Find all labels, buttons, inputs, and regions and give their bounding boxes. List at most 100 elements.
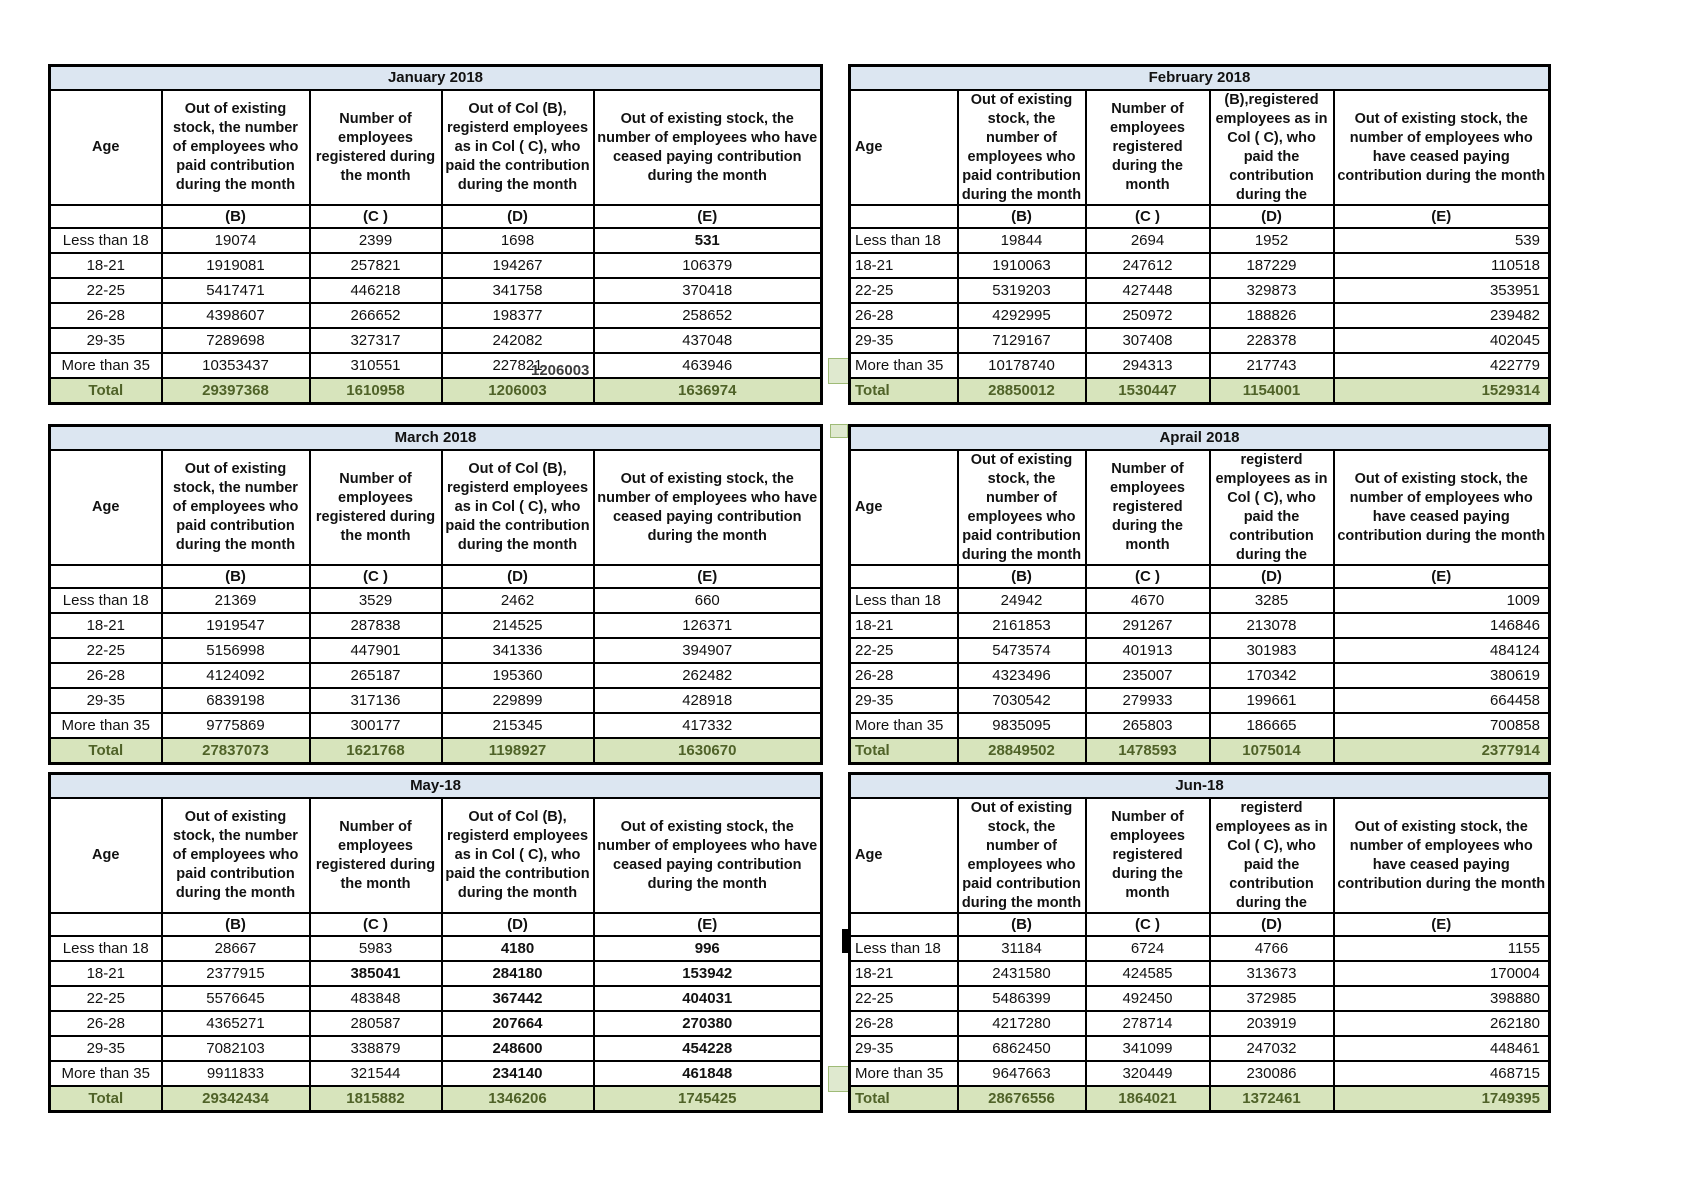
column-letter-d: (D)	[440, 564, 595, 589]
table-title: Jun-18	[848, 772, 1551, 799]
value-cell-b: 5156998	[160, 637, 311, 664]
column-letter-c: (C )	[308, 204, 443, 229]
age-group-cell: Less than 18	[848, 227, 959, 254]
column-header-text: Out of Col (B), registerd employees as i…	[445, 101, 590, 193]
value-cell-c: 327317	[308, 327, 443, 354]
age-group-cell: 22-25	[48, 277, 163, 304]
value-cell-e: 539	[1332, 227, 1551, 254]
table-row: More than 35 10178740 294313 217743 422779	[848, 352, 1551, 379]
column-header-age: Age	[48, 89, 163, 206]
value-cell-c: 235007	[1084, 662, 1211, 689]
age-group-cell: 22-25	[48, 637, 163, 664]
column-header-text: Age	[92, 139, 120, 155]
value-cell-b: 1919547	[160, 612, 311, 639]
column-letter-b: (B)	[160, 912, 311, 937]
column-header-d: Out of Col (B), registerd employees as i…	[440, 449, 595, 566]
column-header-text: Number of employees registered during th…	[315, 110, 436, 184]
value-cell-c: 280587	[308, 1010, 443, 1037]
month-table-march: March 2018 Age Out of existing stock, the …	[48, 424, 823, 765]
value-cell-d: 284180	[440, 960, 595, 987]
value-cell-b: 9647663	[956, 1060, 1087, 1087]
column-header-text: Out of Col (B), registerd employees as i…	[1215, 801, 1328, 910]
data-table: Aprail 2018 Age Out of existing stock, the…	[848, 424, 1551, 765]
age-group-cell: 22-25	[48, 985, 163, 1012]
table-row: 18-21 1910063 247612 187229 110518	[848, 252, 1551, 279]
value-cell-d: 3285	[1208, 587, 1335, 614]
value-cell-b: 19074	[160, 227, 311, 254]
value-cell-c: 265187	[308, 662, 443, 689]
value-cell-c: 5983	[308, 935, 443, 962]
value-cell-e: 262180	[1332, 1010, 1551, 1037]
value-cell-d: 2462	[440, 587, 595, 614]
age-group-cell: Less than 18	[48, 227, 163, 254]
total-value-e: 1630670	[592, 737, 823, 765]
table-row: 29-35 7129167 307408 228378 402045	[848, 327, 1551, 354]
value-cell-e: 463946	[592, 352, 823, 379]
column-header-b: Out of existing stock, the number of emp…	[956, 797, 1087, 914]
value-cell-b: 2377915	[160, 960, 311, 987]
table-row: 18-21 2161853 291267 213078 146846	[848, 612, 1551, 639]
total-label: Total	[848, 377, 959, 405]
total-value-b: 28849502	[956, 737, 1087, 765]
age-group-cell: More than 35	[48, 352, 163, 379]
value-cell-c: 279933	[1084, 687, 1211, 714]
table-row: More than 35 9647663 320449 230086 468715	[848, 1060, 1551, 1087]
value-cell-e: 448461	[1332, 1035, 1551, 1062]
total-row: Total 28850012 1530447 1154001 1529314	[848, 377, 1551, 405]
value-cell-b: 7289698	[160, 327, 311, 354]
total-row: Total 27837073 1621768 1198927 1630670	[48, 737, 823, 765]
column-header-text: Out of existing stock, the number of emp…	[597, 470, 818, 544]
column-header-e: Out of existing stock, the number of emp…	[1332, 89, 1551, 206]
column-header-text: Out of existing stock, the number of emp…	[1337, 470, 1546, 544]
total-value-b: 29397368	[160, 377, 311, 405]
column-header-text: Out of existing stock, the number of emp…	[172, 101, 299, 193]
value-cell-c: 2399	[308, 227, 443, 254]
value-cell-d: 1698	[440, 227, 595, 254]
column-header-d: Out of Col (B),registered employees as i…	[1208, 89, 1335, 206]
value-cell-d: 229899	[440, 687, 595, 714]
column-letter-e: (E)	[1332, 564, 1551, 589]
column-header-text: Out of existing stock, the number of emp…	[172, 461, 299, 553]
value-cell-d: 203919	[1208, 1010, 1335, 1037]
column-letter-b: (B)	[956, 564, 1087, 589]
column-header-b: Out of existing stock, the number of emp…	[956, 89, 1087, 206]
column-header-c: Number of employees registered during th…	[1084, 449, 1211, 566]
value-cell-b: 4365271	[160, 1010, 311, 1037]
total-value-b: 28676556	[956, 1085, 1087, 1113]
month-table-may: May-18 Age Out of existing stock, the numb…	[48, 772, 823, 1113]
value-cell-b: 2431580	[956, 960, 1087, 987]
value-cell-d: 341336	[440, 637, 595, 664]
month-table-april: Aprail 2018 Age Out of existing stock, the…	[848, 424, 1551, 765]
table-row: 26-28 4292995 250972 188826 239482	[848, 302, 1551, 329]
value-cell-b: 4124092	[160, 662, 311, 689]
column-letter-e: (E)	[1332, 204, 1551, 229]
column-letter-age	[848, 912, 959, 937]
column-letter-d: (D)	[1208, 912, 1335, 937]
value-cell-c: 483848	[308, 985, 443, 1012]
column-header-text: Age	[855, 847, 883, 863]
table-row: 26-28 4365271 280587 207664 270380	[48, 1010, 823, 1037]
total-value-e: 1749395	[1332, 1085, 1551, 1113]
column-header-b: Out of existing stock, the number of emp…	[956, 449, 1087, 566]
column-letter-c: (C )	[1084, 564, 1211, 589]
value-cell-c: 427448	[1084, 277, 1211, 304]
value-cell-e: 996	[592, 935, 823, 962]
value-cell-b: 5486399	[956, 985, 1087, 1012]
age-group-cell: 18-21	[48, 960, 163, 987]
column-header-text: Number of employees registered during th…	[1110, 809, 1185, 901]
value-cell-e: 531	[592, 227, 823, 254]
total-row: Total 28676556 1864021 1372461 1749395	[848, 1085, 1551, 1113]
gap-artifact-green-2	[830, 424, 848, 438]
value-cell-c: 447901	[308, 637, 443, 664]
column-header-d: Out of Col (B), registerd employees as i…	[1208, 797, 1335, 914]
value-cell-d: 186665	[1208, 712, 1335, 739]
value-cell-d: 248600	[440, 1035, 595, 1062]
data-table: Jun-18 Age Out of existing stock, the numb…	[848, 772, 1551, 1113]
value-cell-b: 7030542	[956, 687, 1087, 714]
value-cell-d: 187229	[1208, 252, 1335, 279]
column-letter-c: (C )	[308, 912, 443, 937]
column-header-text: Out of existing stock, the number of emp…	[172, 809, 299, 901]
table-row: 22-25 5473574 401913 301983 484124	[848, 637, 1551, 664]
value-cell-d: 341758	[440, 277, 595, 304]
value-cell-e: 106379	[592, 252, 823, 279]
